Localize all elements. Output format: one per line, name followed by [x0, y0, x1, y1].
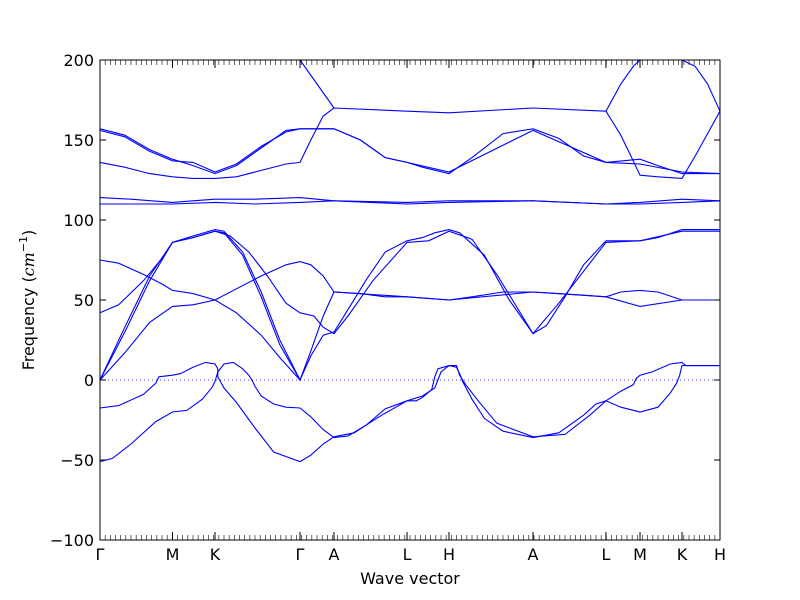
- band-lines-layer: [99, 59, 721, 463]
- phonon-band-2: [99, 361, 720, 463]
- x-tick-label: A: [528, 545, 539, 564]
- y-tick-label: −50: [60, 451, 94, 470]
- y-ticks-layer: −100 −50 0 50 100 150 200: [50, 51, 720, 550]
- plot-frame: [99, 59, 721, 541]
- y-tick-label: −100: [50, 531, 94, 550]
- x-tick-label: K: [210, 545, 221, 564]
- y-axis-title-unit: cm: [19, 252, 38, 276]
- x-tick-label: L: [403, 545, 412, 564]
- phonon-band-10: [99, 128, 720, 175]
- phonon-band-13: [299, 59, 335, 109]
- x-tick-label: Γ: [96, 545, 105, 564]
- y-tick-label: 50: [74, 291, 94, 310]
- x-axis-title: Wave vector: [360, 569, 460, 588]
- minor-ticks-layer: [99, 60, 721, 540]
- phonon-band-11: [99, 128, 721, 175]
- y-axis-title: Frequency (cm−1): [17, 230, 38, 371]
- x-tick-label: H: [443, 545, 455, 564]
- phonon-band-4: [99, 230, 720, 382]
- x-tick-label: Γ: [296, 545, 305, 564]
- x-tick-label: K: [677, 545, 688, 564]
- y-tick-label: 200: [63, 51, 94, 70]
- phonon-band-3: [99, 229, 720, 382]
- phonon-band-5: [99, 230, 720, 335]
- y-axis-title-exponent: −1: [17, 236, 30, 252]
- x-tick-label: L: [602, 545, 611, 564]
- phonon-band-9: [100, 200, 721, 205]
- phonon-band-1: [99, 361, 720, 463]
- x-tick-label: M: [633, 545, 647, 564]
- phonon-band-7: [99, 259, 301, 381]
- y-axis-title-prefix: Frequency (: [19, 276, 38, 370]
- x-tick-label: M: [166, 545, 180, 564]
- phonon-band-14: [605, 59, 641, 112]
- phonon-band-6: [99, 261, 720, 381]
- y-tick-label: 150: [63, 131, 94, 150]
- phonon-band-15: [681, 59, 721, 112]
- y-tick-label: 0: [84, 371, 94, 390]
- y-tick-label: 100: [63, 211, 94, 230]
- x-tick-label: H: [714, 545, 726, 564]
- phonon-band-12: [99, 107, 721, 179]
- y-axis-title-suffix: ): [19, 230, 38, 236]
- x-tick-label: A: [329, 545, 340, 564]
